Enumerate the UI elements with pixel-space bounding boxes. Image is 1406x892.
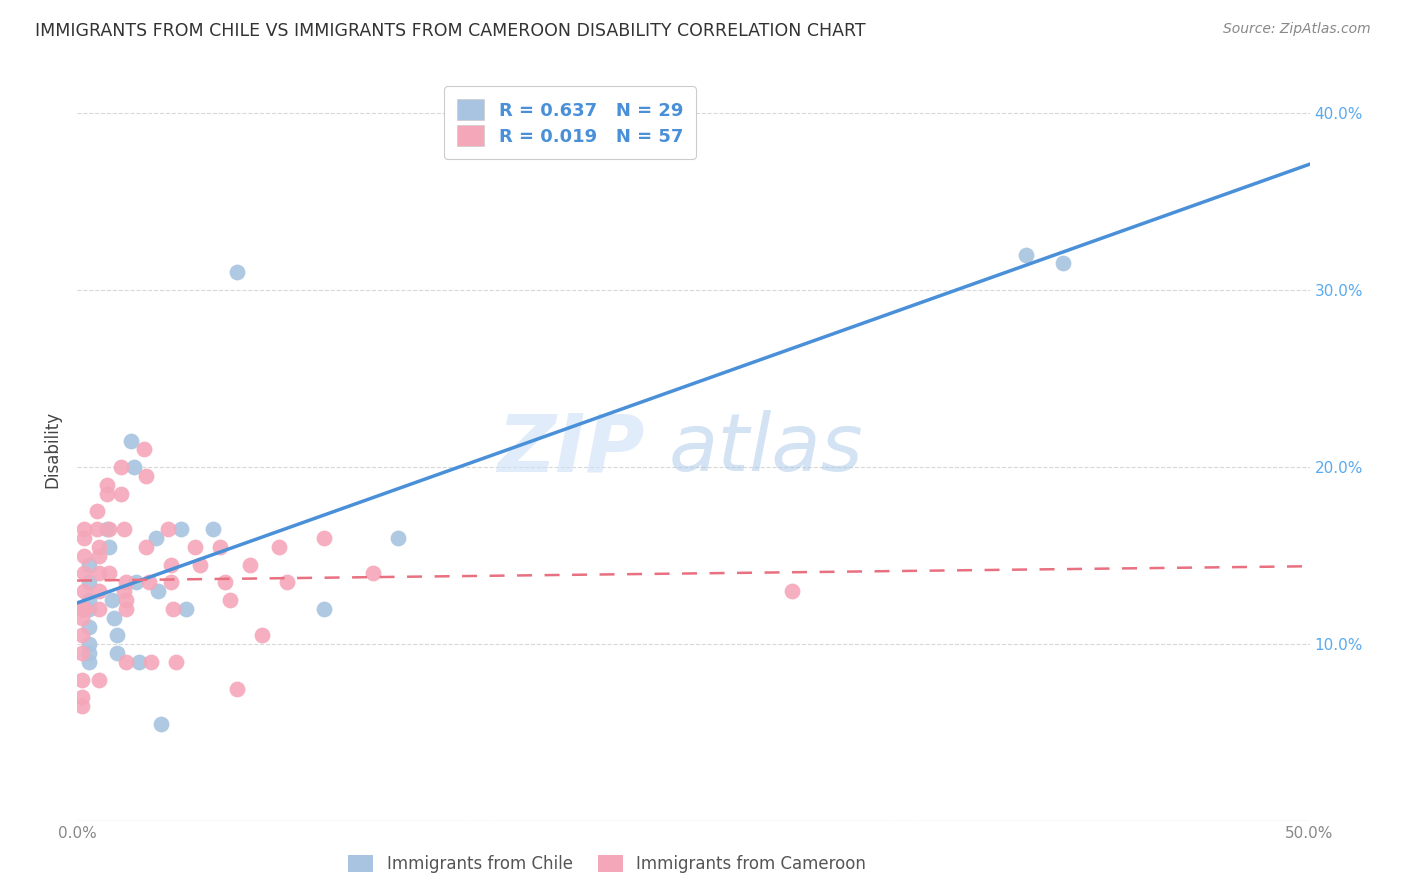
- Point: [73, 531, 96, 545]
- Text: atlas: atlas: [669, 410, 863, 489]
- Point: [79, 602, 101, 616]
- Point: [269, 540, 291, 554]
- Point: [79, 558, 101, 572]
- Point: [387, 531, 409, 545]
- Legend: R = 0.637   N = 29, R = 0.019   N = 57: R = 0.637 N = 29, R = 0.019 N = 57: [444, 87, 696, 159]
- Point: [139, 655, 162, 669]
- Point: [98, 522, 121, 536]
- Point: [125, 575, 148, 590]
- Point: [70, 673, 93, 687]
- Point: [188, 558, 211, 572]
- Point: [73, 602, 96, 616]
- Point: [226, 681, 249, 696]
- Point: [110, 460, 132, 475]
- Point: [96, 478, 118, 492]
- Point: [138, 575, 160, 590]
- Point: [89, 602, 111, 616]
- Point: [112, 584, 135, 599]
- Point: [70, 611, 93, 625]
- Point: [115, 602, 138, 616]
- Point: [162, 602, 184, 616]
- Point: [120, 434, 142, 448]
- Point: [165, 655, 187, 669]
- Point: [110, 487, 132, 501]
- Point: [159, 575, 181, 590]
- Point: [70, 628, 93, 642]
- Point: [312, 602, 335, 616]
- Point: [79, 575, 101, 590]
- Point: [70, 699, 93, 714]
- Point: [89, 566, 111, 581]
- Point: [201, 522, 224, 536]
- Point: [239, 558, 262, 572]
- Y-axis label: Disability: Disability: [44, 411, 60, 488]
- Point: [115, 575, 138, 590]
- Point: [157, 522, 180, 536]
- Point: [209, 540, 232, 554]
- Point: [70, 690, 93, 705]
- Point: [1052, 256, 1074, 270]
- Point: [86, 504, 108, 518]
- Point: [184, 540, 207, 554]
- Point: [73, 566, 96, 581]
- Point: [79, 646, 101, 660]
- Point: [79, 593, 101, 607]
- Point: [79, 655, 101, 669]
- Text: IMMIGRANTS FROM CHILE VS IMMIGRANTS FROM CAMEROON DISABILITY CORRELATION CHART: IMMIGRANTS FROM CHILE VS IMMIGRANTS FROM…: [35, 22, 866, 40]
- Point: [73, 602, 96, 616]
- Point: [79, 619, 101, 633]
- Point: [89, 673, 111, 687]
- Point: [89, 549, 111, 563]
- Point: [105, 628, 128, 642]
- Point: [169, 522, 191, 536]
- Point: [1015, 247, 1038, 261]
- Point: [361, 566, 384, 581]
- Point: [115, 655, 138, 669]
- Text: Source: ZipAtlas.com: Source: ZipAtlas.com: [1223, 22, 1371, 37]
- Point: [148, 584, 170, 599]
- Point: [98, 540, 121, 554]
- Point: [79, 637, 101, 651]
- Point: [89, 584, 111, 599]
- Point: [100, 593, 122, 607]
- Point: [103, 611, 125, 625]
- Point: [219, 593, 242, 607]
- Point: [159, 558, 181, 572]
- Point: [86, 522, 108, 536]
- Point: [96, 487, 118, 501]
- Point: [98, 566, 121, 581]
- Point: [135, 469, 157, 483]
- Point: [115, 593, 138, 607]
- Point: [122, 460, 145, 475]
- Point: [105, 646, 128, 660]
- Point: [135, 540, 157, 554]
- Point: [780, 584, 803, 599]
- Point: [276, 575, 298, 590]
- Point: [73, 549, 96, 563]
- Point: [70, 602, 93, 616]
- Point: [250, 628, 273, 642]
- Point: [132, 442, 155, 457]
- Point: [226, 265, 249, 279]
- Point: [149, 717, 172, 731]
- Point: [96, 522, 118, 536]
- Text: ZIP: ZIP: [496, 410, 644, 489]
- Point: [312, 531, 335, 545]
- Point: [112, 522, 135, 536]
- Point: [145, 531, 167, 545]
- Point: [174, 602, 197, 616]
- Point: [128, 655, 150, 669]
- Point: [73, 522, 96, 536]
- Point: [70, 646, 93, 660]
- Point: [214, 575, 236, 590]
- Point: [73, 584, 96, 599]
- Point: [89, 540, 111, 554]
